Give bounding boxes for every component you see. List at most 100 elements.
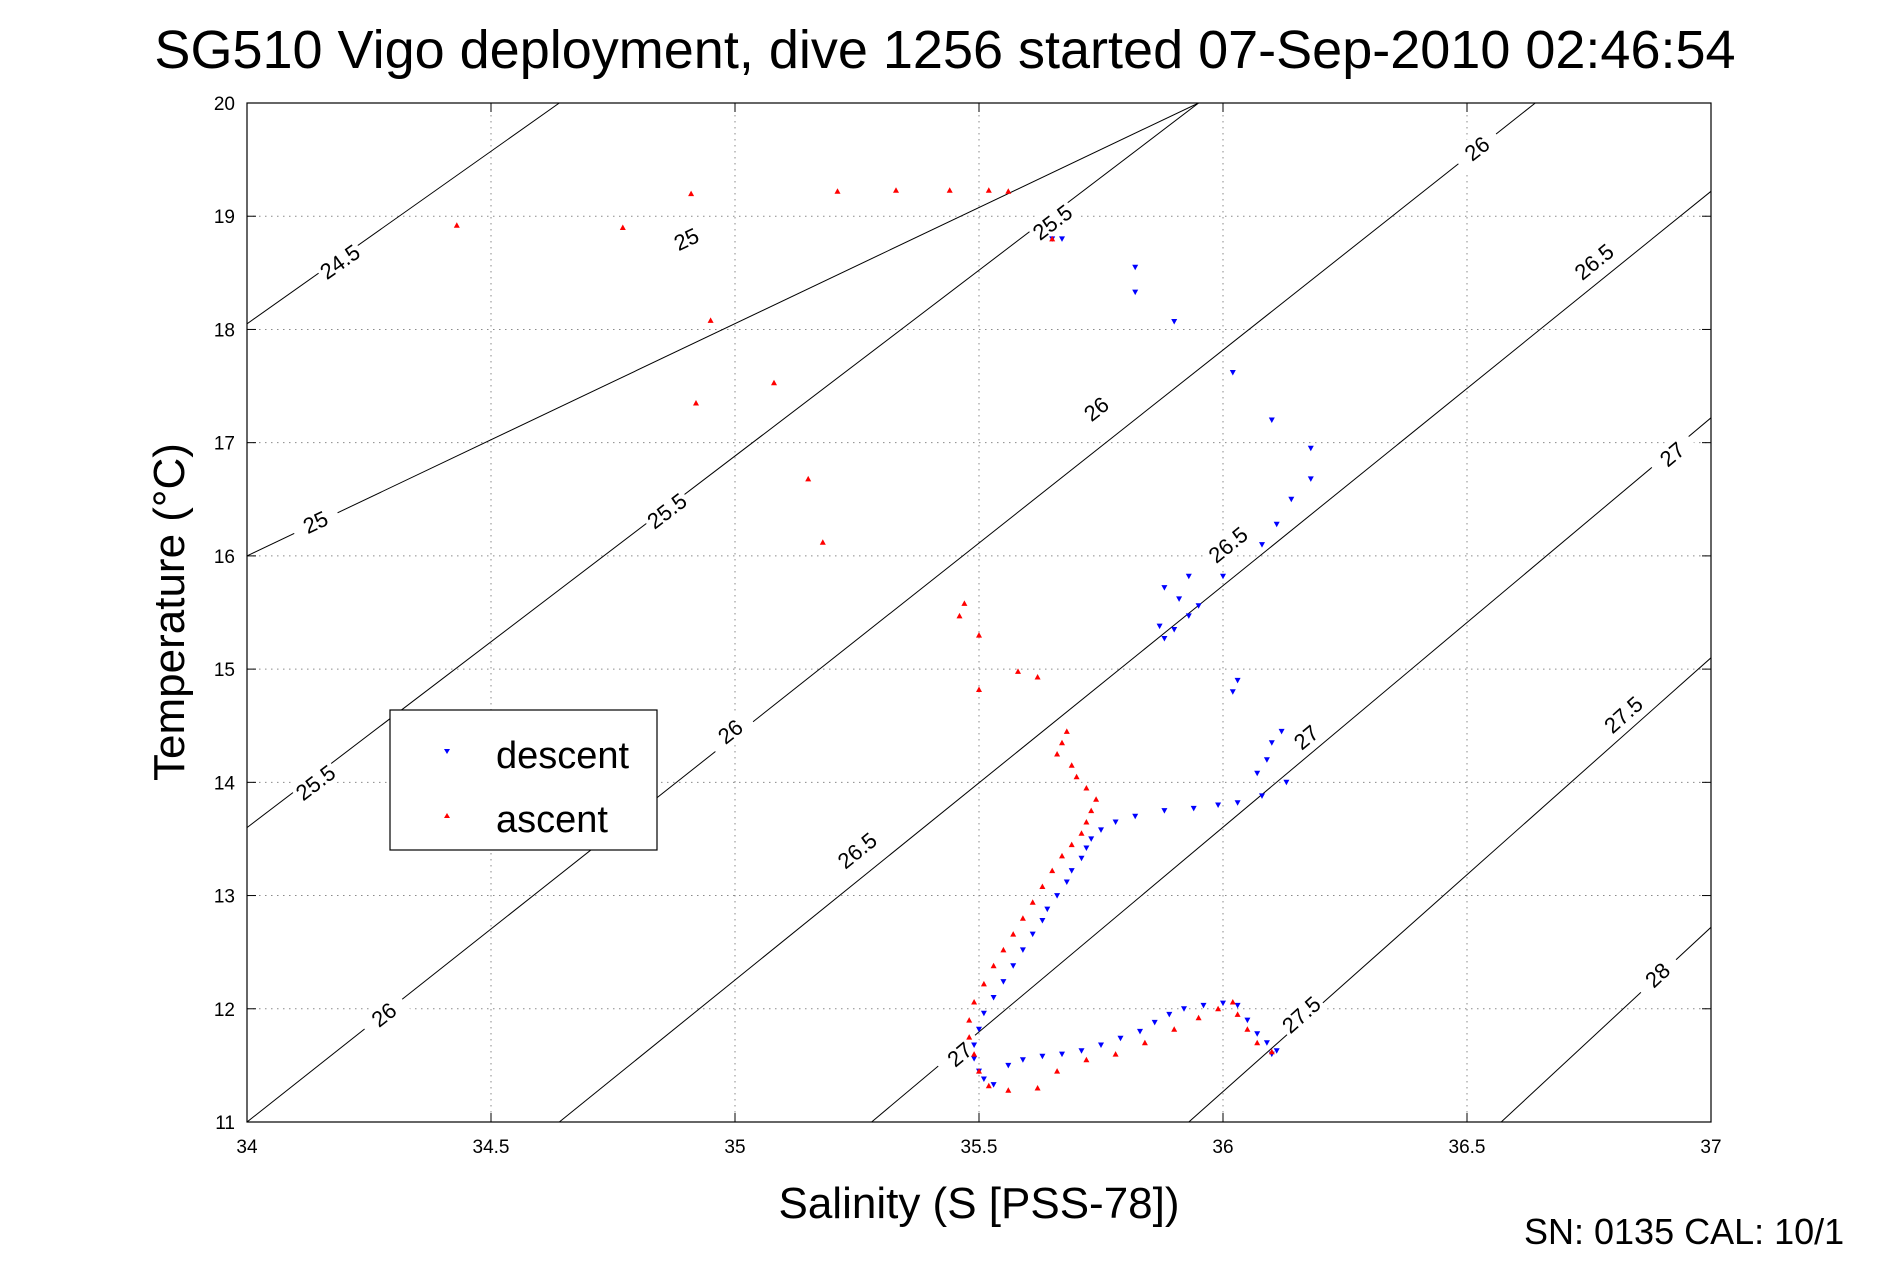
ascent-point	[693, 400, 699, 406]
ascent-point	[1000, 946, 1007, 953]
descent-point	[1000, 979, 1007, 985]
ascent-point	[1010, 931, 1017, 937]
ascent-point	[1112, 1051, 1119, 1057]
contour-label-bg	[932, 1028, 987, 1080]
contour-label-bg	[830, 825, 884, 876]
ascent-point	[688, 190, 695, 197]
ascent-point	[1029, 899, 1036, 905]
ascent-point	[1049, 867, 1056, 874]
x-tick-label: 35.5	[961, 1137, 998, 1158]
ascent-point	[1083, 785, 1090, 791]
ascent-point	[1083, 819, 1090, 825]
y-tick-label: 20	[214, 94, 235, 115]
ascent-point	[819, 539, 826, 545]
ascent-point	[1068, 762, 1075, 768]
descent-point	[1054, 893, 1061, 899]
descent-point	[1229, 689, 1236, 695]
contour-label-bg	[288, 499, 343, 544]
legend: descent ascent	[389, 709, 658, 851]
data-points	[453, 187, 1314, 1093]
descent-point	[1088, 836, 1095, 842]
descent-point	[980, 1010, 987, 1017]
descent-point	[1151, 1019, 1158, 1026]
descent-point	[1078, 855, 1085, 862]
ascent-point	[971, 1051, 978, 1057]
descent-point	[1254, 1031, 1261, 1037]
legend-descent-marker	[444, 749, 450, 754]
ascent-point	[771, 379, 777, 386]
descent-point	[1166, 1011, 1173, 1018]
ascent-point	[980, 980, 987, 987]
x-tick-label: 36	[1212, 1137, 1233, 1158]
ascent-point	[1005, 188, 1012, 194]
descent-point	[1063, 879, 1070, 885]
ascent-point	[990, 962, 997, 969]
descent-point	[1234, 800, 1241, 806]
ascent-point	[1078, 830, 1085, 836]
descent-point	[1195, 603, 1202, 609]
descent-point	[1229, 370, 1236, 376]
plot-area	[247, 103, 1711, 1122]
serial-calibration-footer: SN: 0135 CAL: 10/1	[1524, 1211, 1844, 1252]
descent-point	[1234, 1002, 1241, 1009]
y-tick-label: 13	[214, 887, 235, 908]
descent-point	[1220, 573, 1226, 580]
descent-point	[1259, 542, 1265, 548]
ascent-point	[1063, 728, 1070, 734]
descent-point	[1263, 1040, 1270, 1046]
descent-point	[1171, 627, 1178, 633]
ascent-point	[453, 222, 460, 228]
descent-point	[980, 1076, 987, 1082]
y-tick-label: 17	[214, 434, 235, 455]
legend-ascent-marker	[444, 813, 450, 818]
descent-point	[1307, 445, 1314, 452]
contour-label-bg	[1567, 236, 1621, 287]
descent-point	[1039, 918, 1046, 924]
ascent-point	[1054, 1068, 1061, 1074]
axis-ticks: 34 34.5 35 35.5 36 36.5 37 11 12 13 14 15 16 17 18 19 20	[214, 94, 1722, 1158]
ascent-point	[946, 187, 953, 193]
y-axis-label: Temperature (°C)	[145, 443, 194, 781]
ascent-point	[1254, 1039, 1261, 1046]
descent-point	[976, 1026, 982, 1033]
descent-point	[1078, 1048, 1085, 1054]
y-tick-label: 15	[214, 660, 235, 681]
ascent-point	[1005, 1087, 1012, 1093]
descent-point	[1268, 417, 1275, 423]
descent-point	[1029, 931, 1036, 938]
x-tick-label: 34	[236, 1137, 258, 1158]
contour-label-bg	[1274, 988, 1328, 1041]
descent-point	[1059, 1051, 1065, 1058]
x-axis-label: Salinity (S [PSS-78])	[778, 1179, 1179, 1228]
descent-point	[1190, 805, 1197, 812]
y-tick-label: 14	[214, 773, 236, 794]
ascent-point	[1068, 841, 1075, 848]
ascent-point	[805, 475, 812, 482]
contour-label-bg	[658, 216, 714, 261]
descent-point	[1234, 677, 1241, 684]
ascent-point	[985, 1082, 992, 1089]
y-tick-label: 18	[214, 320, 235, 341]
ascent-point	[985, 187, 992, 193]
descent-point	[1019, 947, 1026, 953]
descent-point	[1005, 1062, 1012, 1069]
ascent-point	[1171, 1026, 1178, 1032]
ascent-point	[1268, 1048, 1275, 1055]
descent-point	[1185, 613, 1192, 619]
contour-label-bg	[288, 757, 343, 808]
descent-point	[1098, 1042, 1104, 1048]
descent-point	[1220, 1000, 1226, 1007]
descent-point	[1010, 963, 1017, 969]
descent-point	[1132, 264, 1139, 271]
contour-label-bg	[312, 237, 367, 286]
descent-point	[990, 995, 997, 1001]
ascent-point	[976, 686, 982, 692]
contour-line	[247, 103, 1199, 557]
ascent-point	[1215, 1005, 1222, 1012]
descent-point	[1263, 757, 1270, 763]
descent-point	[1044, 906, 1051, 913]
ascent-point	[976, 632, 982, 638]
descent-point	[1288, 496, 1295, 503]
descent-point	[1215, 802, 1222, 808]
